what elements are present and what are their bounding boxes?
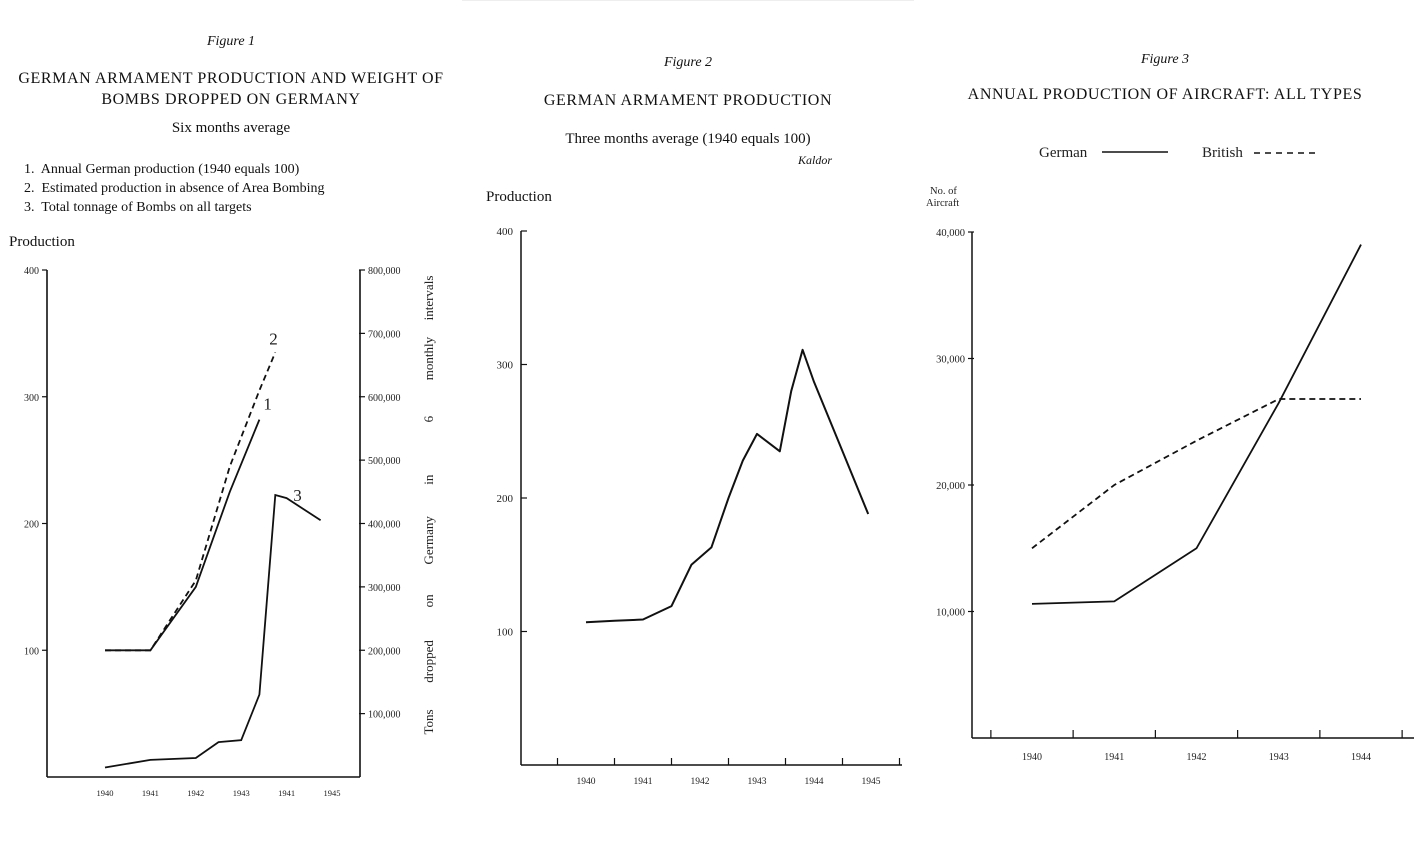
y-tick-label: 10,000 [936,608,965,619]
figure-3-label: Figure 3 [1140,52,1190,67]
y-axis-label-line-1: No. of [930,186,957,197]
x-tick-label: 1940 [97,788,114,798]
y-tick-label: 200 [24,520,39,531]
x-tick-label: 1941 [142,788,159,798]
y-tick-label: 400 [497,226,514,238]
series-line-1 [105,419,261,652]
x-tick-label: 1940 [1022,752,1042,763]
figure-3-panel: Figure 3 ANNUAL PRODUCTION OF AIRCRAFT: … [914,0,1416,843]
series-line-german [1031,244,1362,605]
legend-label-british: British [1202,145,1243,161]
series-line-2 [105,352,277,652]
x-tick-label: 1942 [691,777,710,787]
legend-item-3: 3. Total tonnage of Bombs on all targets [24,200,252,215]
y2-axis-label-word: on [421,594,436,608]
figure-1-label: Figure 1 [206,34,256,49]
x-tick-label: 1943 [748,777,767,787]
series-label-2: 2 [269,329,278,348]
figure-2-subtitle: Three months average (1940 equals 100) [565,131,811,147]
series-line-production [585,348,870,624]
figure-1-legend: 1. Annual German production (1940 equals… [24,160,325,217]
x-tick-label: 1944 [1351,752,1371,763]
x-tick-label: 1941 [1104,752,1124,763]
y-tick-label: 300 [24,393,39,404]
legend-item-2: 2. Estimated production in absence of Ar… [24,181,325,196]
x-tick-label: 1940 [577,777,596,787]
y2-axis-label-word: in [421,474,436,485]
series-label-1: 1 [263,395,272,414]
y-tick-label: 400 [24,266,39,277]
figure-1-subtitle: Six months average [171,120,291,136]
figure-2-note: Kaldor [798,153,833,167]
y2-axis-label-word: intervals [421,276,436,321]
figure-2-panel: Figure 2 GERMAN ARMAMENT PRODUCTION Thre… [462,0,914,843]
x-tick-label: 1943 [1269,752,1289,763]
y-tick-label: 100 [24,646,39,657]
y-tick-label: 40,000 [936,228,965,239]
y-tick-label: 100 [497,627,514,639]
figure-2-label: Figure 2 [663,55,713,70]
x-tick-label: 1945 [862,777,881,787]
figure-3-title: ANNUAL PRODUCTION OF AIRCRAFT: ALL TYPES [967,86,1363,103]
y-tick-label: 20,000 [936,481,965,492]
x-tick-label: 1941 [634,777,653,787]
y2-tick-label: 600,000 [368,393,401,404]
y2-axis-label-word: Germany [421,516,436,565]
y-tick-label: 300 [497,360,514,372]
legend-label-german: German [1039,145,1088,161]
figure-1-plot: 100 200 300 400 100,000 200,000 300,000 400,000… [24,266,436,798]
y-axis-label-line-2: Aircraft [926,198,959,209]
y2-tick-label: 400,000 [368,520,401,531]
series-label-3: 3 [293,486,302,505]
figure-1-title: GERMAN ARMAMENT PRODUCTION AND WEIGHT OF… [18,70,444,108]
y2-tick-label: 500,000 [368,456,401,467]
series-line-british [1031,398,1361,550]
y-tick-label: 30,000 [936,355,965,366]
x-tick-label: 1945 [324,788,341,798]
y2-tick-label: 700,000 [368,329,401,340]
figure-2-title: GERMAN ARMAMENT PRODUCTION [543,92,833,109]
legend-item-1: 1. Annual German production (1940 equals… [24,162,300,177]
series-line-3 [104,493,322,769]
y2-tick-label: 800,000 [368,266,401,277]
x-tick-label: 1941 [278,788,295,798]
figure-1-panel: Figure 1 GERMAN ARMAMENT PRODUCTION AND … [0,0,462,843]
y2-tick-label: 300,000 [368,583,401,594]
y2-axis-label-word: monthly [421,336,436,380]
x-tick-label: 1942 [187,788,204,798]
y2-axis-label-word: dropped [421,640,436,683]
y-tick-label: 200 [497,493,514,505]
figure-2-plot: 100 200 300 400 1940 1941 1942 1943 1944 1945 [497,226,902,787]
y2-tick-label: 200,000 [368,646,401,657]
x-tick-label: 1942 [1187,752,1207,763]
y2-axis-label-word: 6 [421,415,436,422]
x-tick-label: 1943 [233,788,250,798]
y2-axis-label-word: Tons [421,709,436,734]
figure-1-ylabel: Production [9,234,75,250]
figure-2-ylabel: Production [486,189,552,205]
y2-tick-label: 100,000 [368,710,401,721]
x-tick-label: 1944 [805,777,824,787]
